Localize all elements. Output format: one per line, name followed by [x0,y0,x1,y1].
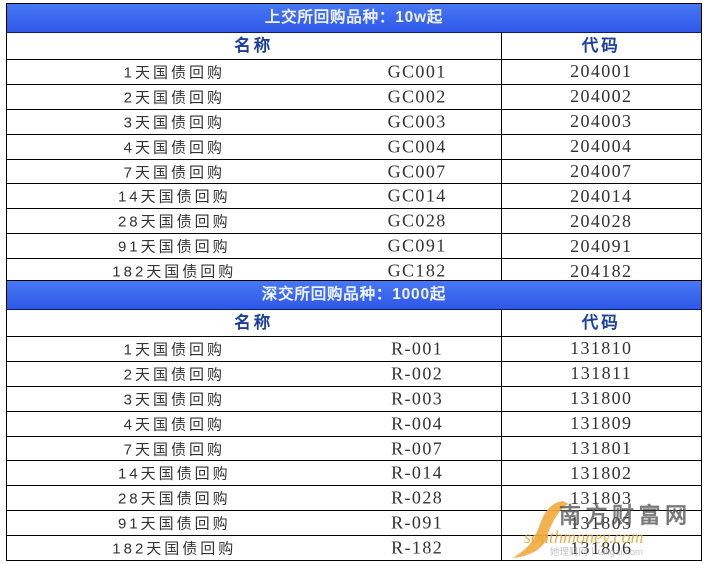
svg-text:她理财网丨taligai.com: 她理财网丨taligai.com [550,546,643,558]
svg-text:南方财富网: 南方财富网 [559,503,692,528]
svg-text:southmoney.com: southmoney.com [524,527,643,547]
